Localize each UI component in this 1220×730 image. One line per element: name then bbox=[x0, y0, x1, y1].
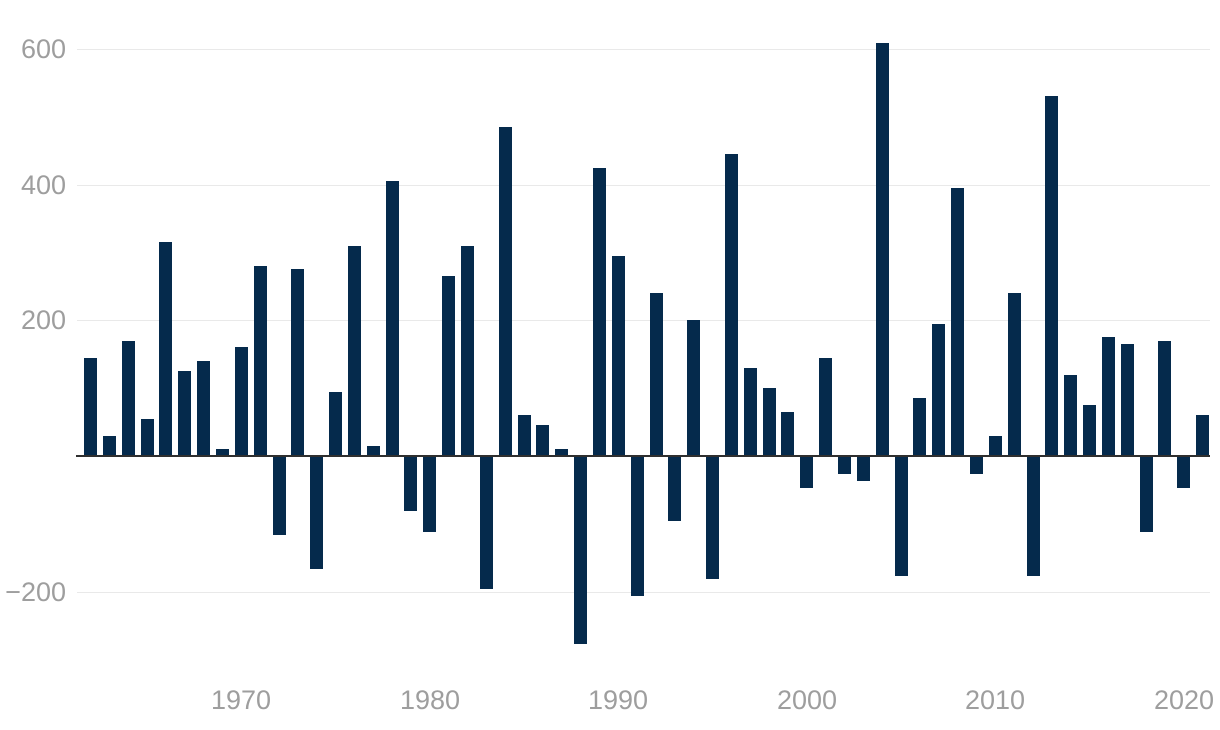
bar-1962[interactable] bbox=[84, 358, 97, 456]
bar-2017[interactable] bbox=[1121, 344, 1134, 456]
bar-1980[interactable] bbox=[423, 457, 436, 532]
bar-1975[interactable] bbox=[329, 392, 342, 456]
bar-1983[interactable] bbox=[480, 457, 493, 589]
bar-2014[interactable] bbox=[1064, 375, 1077, 456]
bar-2004[interactable] bbox=[876, 43, 889, 456]
bar-1997[interactable] bbox=[744, 368, 757, 456]
bar-1976[interactable] bbox=[348, 246, 361, 456]
gridline-600 bbox=[77, 49, 1210, 50]
bar-1967[interactable] bbox=[178, 371, 191, 456]
bar-1992[interactable] bbox=[650, 293, 663, 456]
gridline-400 bbox=[77, 185, 1210, 186]
zero-axis-line bbox=[76, 455, 1210, 457]
bar-1973[interactable] bbox=[291, 269, 304, 456]
x-tick-label-1980: 1980 bbox=[399, 685, 461, 715]
bar-1965[interactable] bbox=[141, 419, 154, 456]
y-tick-label-400: 400 bbox=[20, 170, 66, 200]
y-tick-label-600: 600 bbox=[20, 34, 66, 64]
gridline-200 bbox=[77, 320, 1210, 321]
bar-2005[interactable] bbox=[895, 457, 908, 576]
bar-1963[interactable] bbox=[103, 436, 116, 456]
bar-2010[interactable] bbox=[989, 436, 1002, 456]
bar-1991[interactable] bbox=[631, 457, 644, 596]
bar-2002[interactable] bbox=[838, 457, 851, 474]
bar-1978[interactable] bbox=[386, 181, 399, 456]
bar-1989[interactable] bbox=[593, 168, 606, 456]
x-tick-label-1990: 1990 bbox=[587, 685, 649, 715]
bar-1977[interactable] bbox=[367, 446, 380, 456]
bar-2021[interactable] bbox=[1196, 415, 1209, 456]
bar-2012[interactable] bbox=[1027, 457, 1040, 576]
bar-2000[interactable] bbox=[800, 457, 813, 488]
bar-1974[interactable] bbox=[310, 457, 323, 569]
bar-2011[interactable] bbox=[1008, 293, 1021, 456]
bar-1969[interactable] bbox=[216, 449, 229, 456]
bar-2003[interactable] bbox=[857, 457, 870, 481]
bar-1998[interactable] bbox=[763, 388, 776, 456]
bar-1993[interactable] bbox=[668, 457, 681, 521]
bar-1982[interactable] bbox=[461, 246, 474, 456]
bar-1981[interactable] bbox=[442, 276, 455, 456]
bar-1985[interactable] bbox=[518, 415, 531, 456]
bar-1964[interactable] bbox=[122, 341, 135, 456]
bar-1984[interactable] bbox=[499, 127, 512, 456]
bar-1970[interactable] bbox=[235, 347, 248, 456]
bar-1971[interactable] bbox=[254, 266, 267, 456]
bar-2019[interactable] bbox=[1158, 341, 1171, 456]
bar-1999[interactable] bbox=[781, 412, 794, 456]
bar-2008[interactable] bbox=[951, 188, 964, 456]
bar-2020[interactable] bbox=[1177, 457, 1190, 488]
x-tick-label-2010: 2010 bbox=[964, 685, 1026, 715]
bar-2007[interactable] bbox=[932, 324, 945, 456]
y-tick-label-200: 200 bbox=[20, 305, 66, 335]
bar-2001[interactable] bbox=[819, 358, 832, 456]
bar-1996[interactable] bbox=[725, 154, 738, 456]
bar-2018[interactable] bbox=[1140, 457, 1153, 532]
bar-2013[interactable] bbox=[1045, 96, 1058, 456]
y-tick-label--200: −200 bbox=[5, 577, 66, 607]
x-tick-label-2000: 2000 bbox=[776, 685, 838, 715]
bar-1990[interactable] bbox=[612, 256, 625, 456]
x-tick-label-1970: 1970 bbox=[210, 685, 272, 715]
bar-2009[interactable] bbox=[970, 457, 983, 474]
bar-2016[interactable] bbox=[1102, 337, 1115, 456]
bar-2006[interactable] bbox=[913, 398, 926, 456]
bar-1972[interactable] bbox=[273, 457, 286, 535]
bar-2015[interactable] bbox=[1083, 405, 1096, 456]
bar-1968[interactable] bbox=[197, 361, 210, 456]
bar-1986[interactable] bbox=[536, 425, 549, 456]
bar-1995[interactable] bbox=[706, 457, 719, 579]
bar-1994[interactable] bbox=[687, 320, 700, 456]
bar-1987[interactable] bbox=[555, 449, 568, 456]
bar-1966[interactable] bbox=[159, 242, 172, 456]
bar-1979[interactable] bbox=[404, 457, 417, 511]
x-tick-label-2020: 2020 bbox=[1153, 685, 1215, 715]
bar-1988[interactable] bbox=[574, 457, 587, 644]
